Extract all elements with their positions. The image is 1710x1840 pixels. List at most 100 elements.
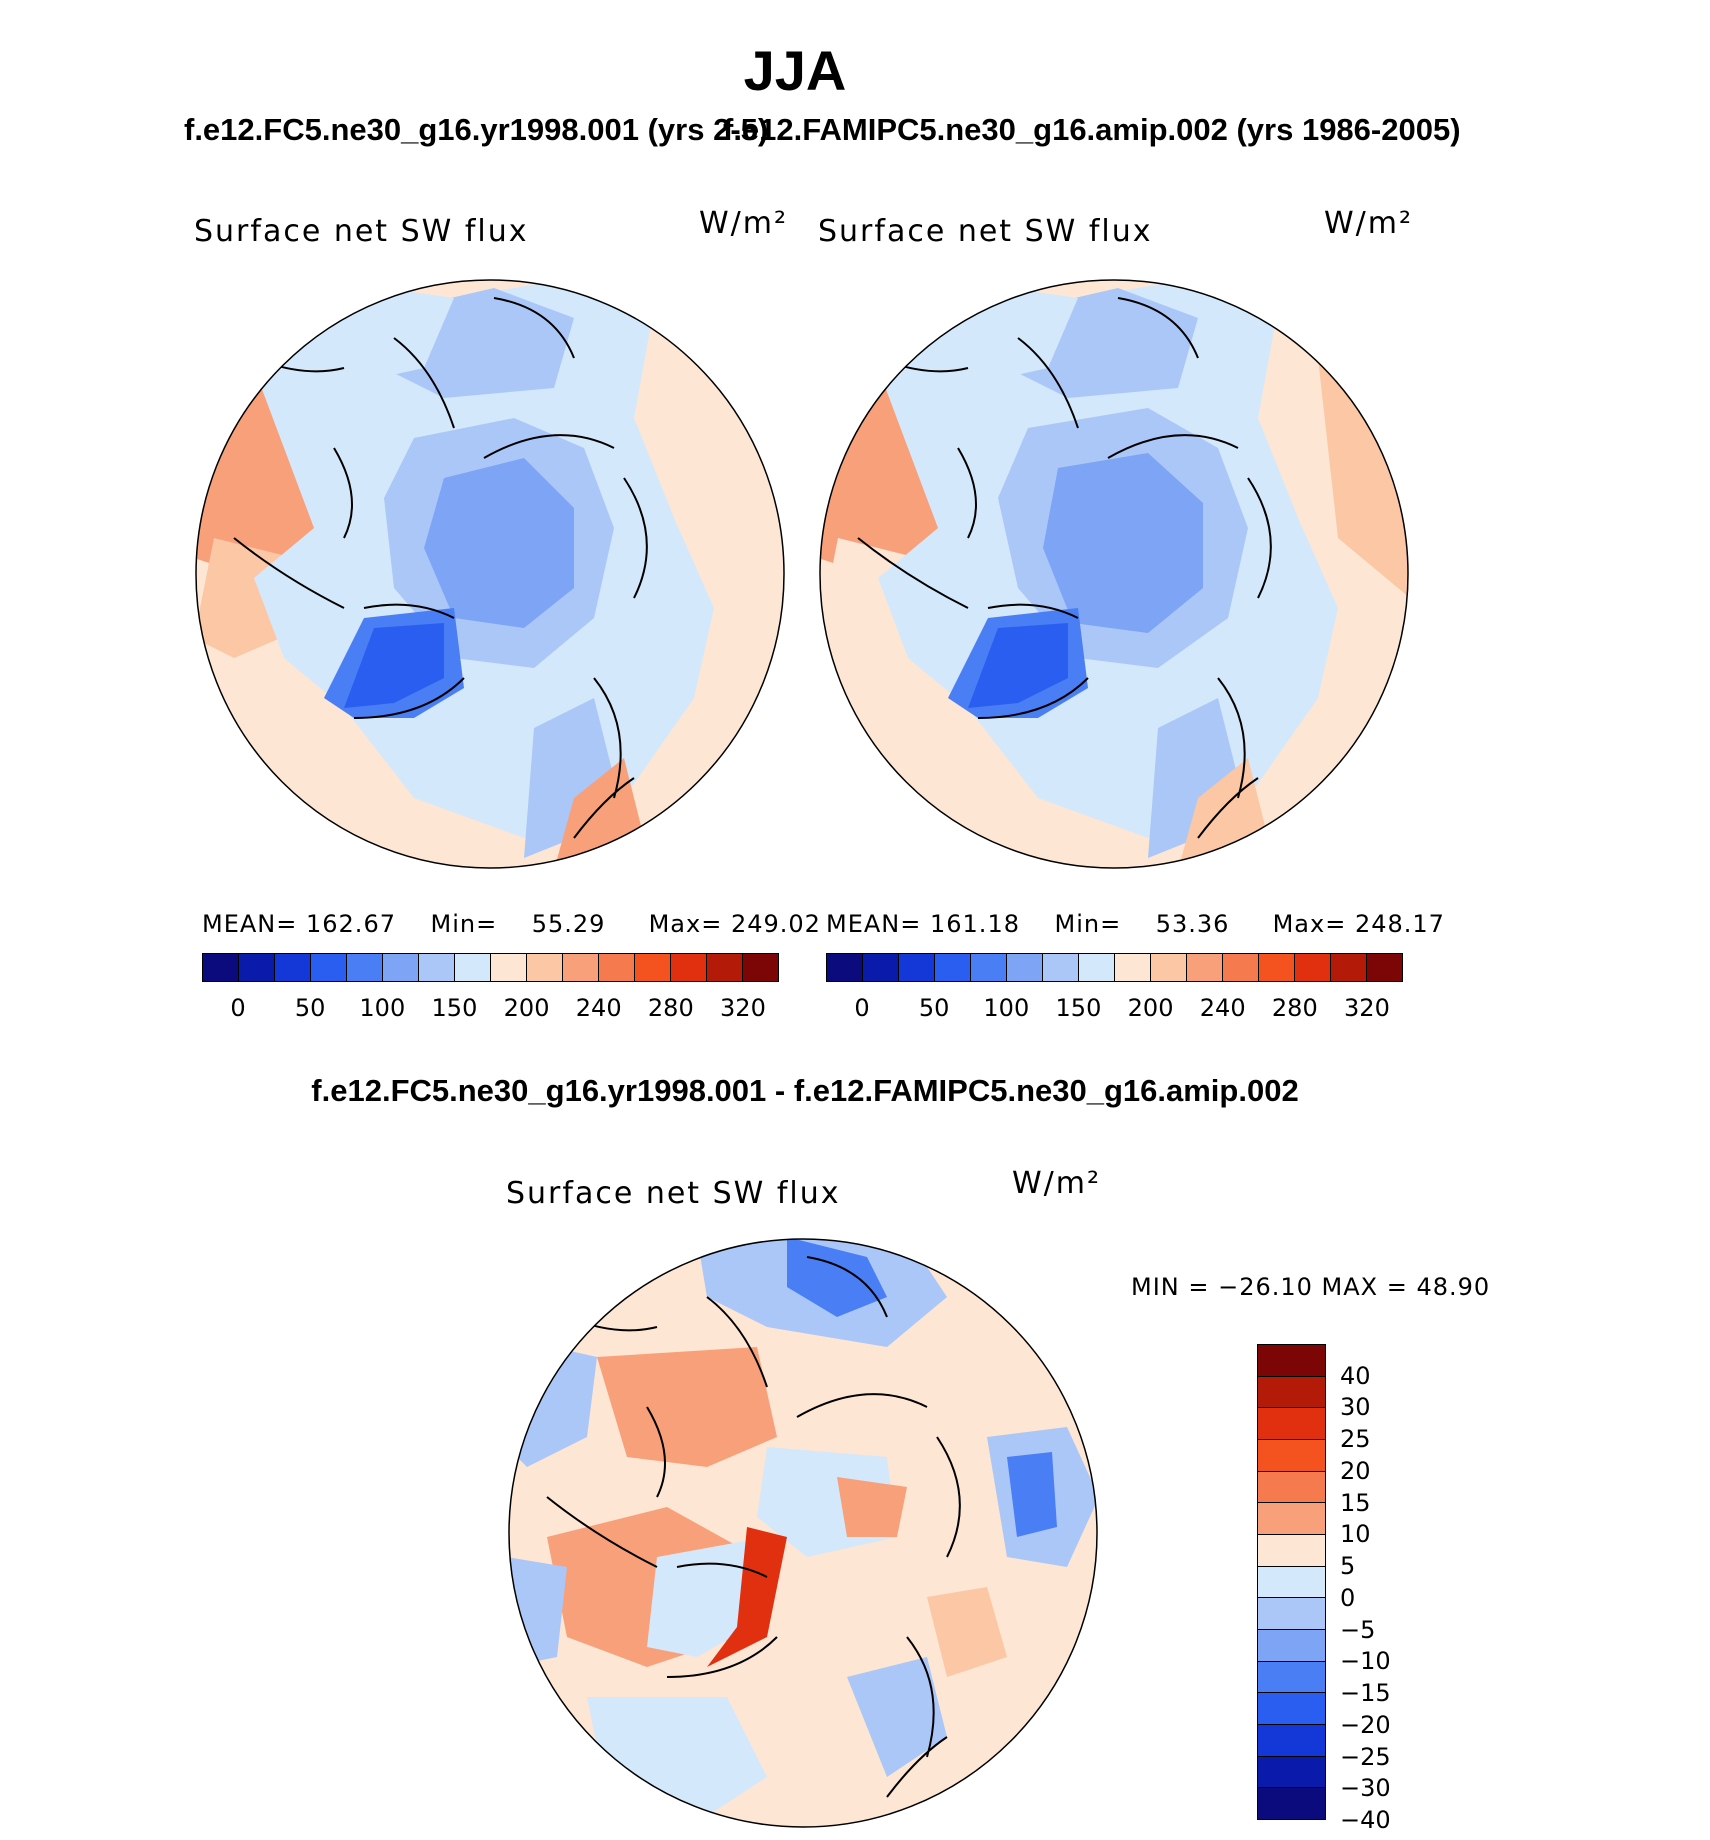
colorbar-swatch: [1151, 954, 1187, 981]
colorbar-swatch: [1258, 1535, 1325, 1567]
colorbar-swatch: [1258, 1503, 1325, 1536]
colorbar-swatch: [743, 954, 778, 981]
diff-units: W/m²: [1012, 1166, 1102, 1201]
panel-right-units: W/m²: [1324, 206, 1414, 241]
colorbar-swatch: [1258, 1788, 1325, 1820]
colorbar-swatch: [347, 954, 383, 981]
colorbar-swatch: [863, 954, 899, 981]
colorbar-swatch: [707, 954, 743, 981]
colorbar-tick-label: 0: [854, 994, 870, 1022]
coastlines: [546, 1256, 961, 1798]
colorbar-swatch: [1115, 954, 1151, 981]
colorbar-swatch: [275, 954, 311, 981]
colorbar-swatch: [1295, 954, 1331, 981]
coastlines: [233, 297, 648, 839]
colorbar-swatch: [1007, 954, 1043, 981]
colorbar-tick-label: 320: [1344, 994, 1390, 1022]
min-value: 53.36: [1155, 910, 1230, 938]
colorbar-tick-label: 40: [1340, 1361, 1371, 1390]
colorbar-swatch: [203, 954, 239, 981]
colorbar-swatch: [1331, 954, 1367, 981]
colorbar-tick-label: 10: [1340, 1520, 1371, 1549]
colorbar-tick-label: 320: [720, 994, 766, 1022]
diff-colorbar: [1257, 1344, 1326, 1820]
colorbar-swatch: [1258, 1693, 1325, 1726]
colorbar-swatch: [1258, 1566, 1325, 1599]
colorbar-swatch: [1223, 954, 1259, 981]
main-title: JJA: [743, 39, 847, 102]
diff-case-label: f.e12.FC5.ne30_g16.yr1998.001 - f.e12.FA…: [311, 1073, 1299, 1108]
colorbar-tick-label: −10: [1340, 1647, 1391, 1676]
max-label: Max=: [648, 910, 723, 938]
panel-left-variable: Surface net SW flux: [194, 214, 529, 249]
colorbar-tick-label: 50: [294, 994, 326, 1022]
colorbar-tick-label: 50: [918, 994, 950, 1022]
min-label: Min=: [430, 910, 498, 938]
field-cool-region: [1148, 698, 1238, 858]
panel-left-case-label: f.e12.FC5.ne30_g16.yr1998.001 (yrs 2-5): [184, 112, 769, 147]
diff-variable: Surface net SW flux: [506, 1176, 841, 1211]
field-greenland-region: [344, 623, 444, 708]
field-positive-region: [597, 1347, 777, 1467]
map-border: [195, 279, 785, 869]
colorbar-swatch: [419, 954, 455, 981]
colorbar-tick-label: 100: [359, 994, 406, 1022]
max-value: 249.02: [730, 910, 821, 938]
colorbar-swatch: [311, 954, 347, 981]
colorbar-swatch: [1258, 1725, 1325, 1757]
diff-minmax: MIN = −26.10 MAX = 48.90: [1131, 1273, 1491, 1301]
colorbar-swatch: [527, 954, 563, 981]
coastlines: [857, 297, 1272, 839]
colorbar-tick-label: 0: [1340, 1583, 1356, 1612]
field-positive-region: [707, 1527, 787, 1667]
colorbar-swatch: [1258, 1471, 1325, 1504]
colorbar-swatch: [1258, 1756, 1325, 1789]
colorbar-tick-label: −25: [1340, 1742, 1391, 1771]
colorbar-tick-label: 240: [1199, 994, 1246, 1022]
colorbar-tick-label: −40: [1340, 1806, 1391, 1834]
max-label: Max=: [1272, 910, 1347, 938]
colorbar-tick-label: 20: [1340, 1456, 1371, 1485]
map-border: [819, 279, 1409, 869]
colorbar-tick-label: −15: [1340, 1679, 1391, 1708]
field-greenland-region: [968, 623, 1068, 708]
map-border: [508, 1238, 1098, 1828]
colorbar-swatch: [1258, 1440, 1325, 1472]
panel-left-colorbar: [202, 953, 779, 982]
max-value: 248.17: [1354, 910, 1445, 938]
colorbar-swatch: [1258, 1408, 1325, 1441]
field-negative-region: [847, 1657, 947, 1777]
min-label: Min=: [1054, 910, 1122, 938]
colorbar-tick-label: 200: [503, 994, 550, 1022]
mean-label: MEAN=: [202, 910, 298, 938]
colorbar-tick-label: 200: [1127, 994, 1174, 1022]
panel-right-case-label: f.e12.FAMIPC5.ne30_g16.amip.002 (yrs 198…: [723, 112, 1461, 147]
colorbar-swatch: [1258, 1661, 1325, 1694]
colorbar-tick-label: 15: [1340, 1488, 1371, 1517]
colorbar-tick-label: 240: [575, 994, 622, 1022]
panel-right-map: [819, 279, 1409, 869]
field-cool-region: [524, 698, 614, 858]
colorbar-swatch: [671, 954, 707, 981]
colorbar-tick-label: 150: [1055, 994, 1102, 1022]
diff-map: [508, 1238, 1098, 1828]
colorbar-swatch: [599, 954, 635, 981]
colorbar-swatch: [563, 954, 599, 981]
colorbar-tick-label: 25: [1340, 1425, 1371, 1454]
colorbar-swatch: [455, 954, 491, 981]
min-value: 55.29: [531, 910, 606, 938]
colorbar-tick-label: −30: [1340, 1774, 1391, 1803]
colorbar-tick-label: 0: [230, 994, 246, 1022]
colorbar-swatch: [827, 954, 863, 981]
colorbar-tick-label: −5: [1340, 1615, 1376, 1644]
panel-left-units: W/m²: [699, 206, 789, 241]
field-positive-region: [837, 1477, 907, 1537]
colorbar-swatch: [1258, 1345, 1325, 1377]
panel-left-stats: MEAN= 162.67 Min= 55.29 Max= 249.02: [202, 910, 821, 938]
colorbar-swatch: [935, 954, 971, 981]
colorbar-swatch: [1258, 1630, 1325, 1662]
panel-right-variable: Surface net SW flux: [818, 214, 1153, 249]
colorbar-tick-label: 30: [1340, 1393, 1371, 1422]
field-cool-region: [424, 458, 574, 628]
colorbar-tick-label: 100: [983, 994, 1030, 1022]
